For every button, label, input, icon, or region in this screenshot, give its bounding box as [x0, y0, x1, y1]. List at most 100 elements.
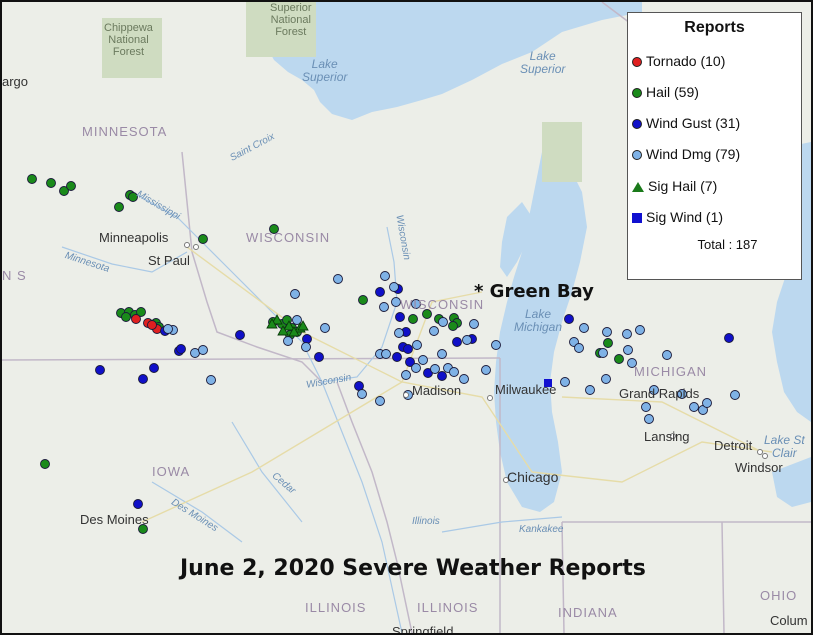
water-lake-michigan: Lake Michigan [514, 307, 563, 334]
legend-total: Total : 187 [697, 237, 758, 252]
city-milwaukee: Milwaukee [495, 382, 557, 397]
report-marker [598, 348, 608, 358]
report-marker [176, 344, 186, 354]
report-marker [702, 398, 712, 408]
report-marker [320, 323, 330, 333]
report-marker [133, 499, 143, 509]
report-marker [138, 524, 148, 534]
report-marker [66, 181, 76, 191]
report-marker [437, 349, 447, 359]
report-marker [95, 365, 105, 375]
report-marker [392, 352, 402, 362]
state-label-ns: N S [2, 268, 27, 283]
sig-hail-marker [288, 326, 300, 337]
sig-hail-marker [283, 320, 295, 331]
report-marker [481, 365, 491, 375]
report-marker [448, 321, 458, 331]
water-lake-st-clair: Lake St Clair [764, 433, 805, 460]
report-marker [357, 389, 367, 399]
report-marker [622, 329, 632, 339]
report-marker [375, 287, 385, 297]
legend-label: Hail (59) [646, 84, 699, 100]
city-dot [193, 244, 199, 250]
state-label-wisconsin-west: WISCONSIN [246, 230, 331, 245]
state-label-ohio: OHIO [760, 588, 798, 603]
report-marker [198, 345, 208, 355]
legend-item-tornado: Tornado (10) [632, 53, 725, 69]
report-marker [235, 330, 245, 340]
legend-label: Tornado (10) [646, 53, 726, 69]
city-windsor: Windsor [735, 460, 783, 475]
report-marker [121, 312, 131, 322]
lake-erie-shape [772, 457, 811, 507]
city-st-paul: St Paul [148, 253, 190, 268]
superior-forest-shape [246, 2, 316, 57]
report-marker [394, 328, 404, 338]
report-marker [269, 224, 279, 234]
hiawatha-forest-shape [542, 122, 582, 182]
legend-title: Reports [684, 19, 745, 36]
city-detroit: Detroit [714, 438, 753, 453]
report-marker [411, 299, 421, 309]
city-dot [757, 449, 763, 455]
report-marker [585, 385, 595, 395]
city-columbus: Colum [770, 613, 808, 628]
report-marker [389, 282, 399, 292]
legend-item-wind-gust: Wind Gust (31) [632, 115, 740, 131]
report-marker [292, 315, 302, 325]
river-kankakee: Kankakee [519, 524, 564, 535]
sig-hail-marker [277, 325, 289, 336]
wind-gust-marker-icon [632, 119, 642, 130]
sig-hail-triangle-icon [632, 182, 644, 193]
legend-item-sig-hail: Sig Hail (7) [632, 178, 717, 194]
report-marker [27, 174, 37, 184]
report-marker [301, 342, 311, 352]
sig-hail-marker [297, 320, 309, 331]
report-marker [574, 343, 584, 353]
report-marker [644, 414, 654, 424]
report-marker [290, 289, 300, 299]
report-marker [59, 186, 69, 196]
report-marker [627, 358, 637, 368]
state-label-illinois-west: ILLINOIS [305, 600, 367, 615]
report-marker [422, 309, 432, 319]
legend-item-sig-wind: Sig Wind (1) [632, 209, 723, 225]
report-marker [40, 459, 50, 469]
legend-label: Wind Dmg (79) [646, 146, 741, 162]
report-marker [381, 349, 391, 359]
report-marker [403, 344, 413, 354]
report-marker [395, 312, 405, 322]
report-marker [449, 367, 459, 377]
report-marker [418, 355, 428, 365]
forest-chippewa: Chippewa National Forest [104, 22, 153, 58]
state-label-indiana: INDIANA [558, 605, 618, 620]
report-marker [147, 320, 157, 330]
report-marker [405, 357, 415, 367]
report-marker [469, 319, 479, 329]
report-marker [114, 202, 124, 212]
report-marker [149, 363, 159, 373]
map-title: June 2, 2020 Severe Weather Reports [180, 556, 646, 581]
report-marker [314, 352, 324, 362]
city-dot [184, 242, 190, 248]
hail-marker-icon [632, 88, 642, 99]
report-marker [358, 295, 368, 305]
report-marker [677, 389, 687, 399]
lake-michigan-shape [494, 152, 587, 512]
legend-panel: Reports Tornado (10) Hail (59) Wind Gust… [627, 12, 802, 280]
city-dot [403, 392, 409, 398]
report-marker [730, 390, 740, 400]
report-marker [128, 192, 138, 202]
report-marker [601, 374, 611, 384]
report-marker [491, 340, 501, 350]
report-marker [163, 324, 173, 334]
roads [141, 246, 773, 523]
report-marker [302, 334, 312, 344]
report-marker [560, 377, 570, 387]
report-marker [649, 385, 659, 395]
city-lansing: Lansing [644, 429, 690, 444]
report-marker [564, 314, 574, 324]
report-marker [438, 317, 448, 327]
